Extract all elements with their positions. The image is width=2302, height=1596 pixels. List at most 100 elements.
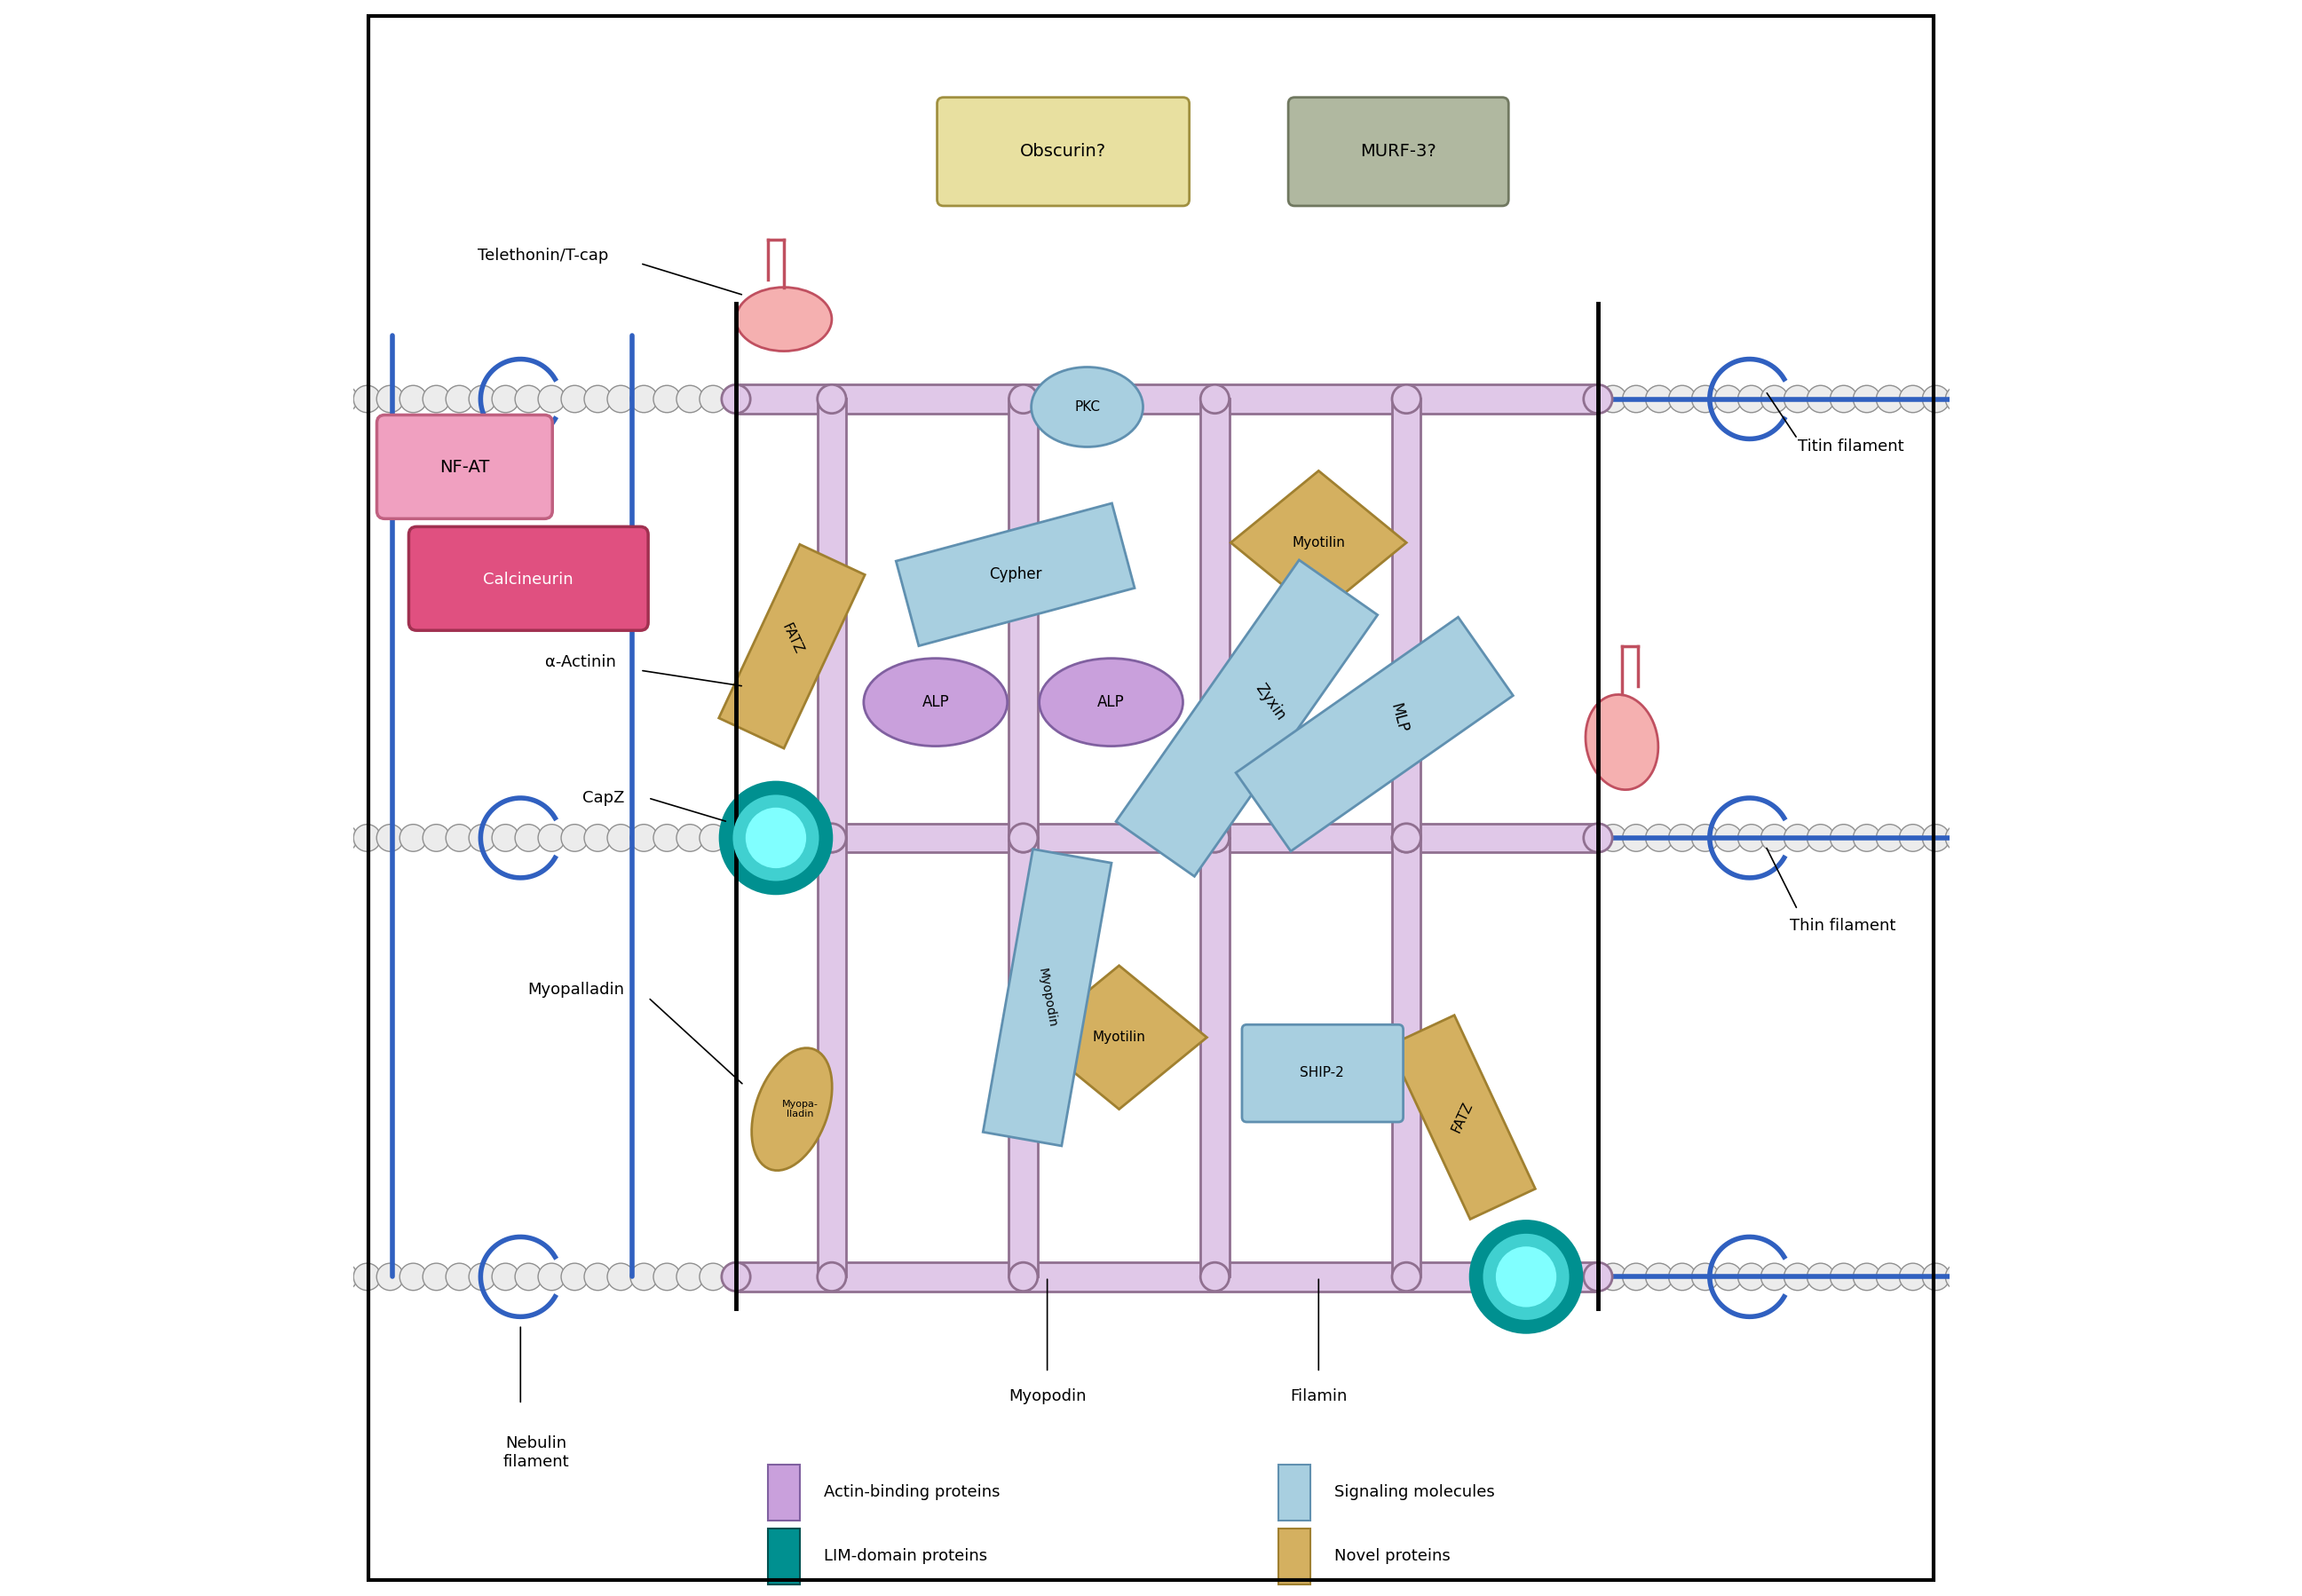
Circle shape — [1482, 824, 1510, 852]
Text: Nebulin
filament: Nebulin filament — [504, 1435, 569, 1470]
Circle shape — [1413, 824, 1441, 852]
Circle shape — [769, 386, 796, 412]
Circle shape — [1577, 1264, 1602, 1290]
Text: Cypher: Cypher — [990, 567, 1043, 583]
Circle shape — [447, 386, 472, 412]
Bar — [1278, 1529, 1310, 1583]
Circle shape — [1600, 824, 1628, 852]
Circle shape — [1738, 386, 1766, 412]
Ellipse shape — [1031, 367, 1144, 447]
Circle shape — [700, 386, 727, 412]
Circle shape — [1321, 386, 1349, 412]
Circle shape — [1022, 386, 1050, 412]
Circle shape — [1160, 1264, 1188, 1290]
Bar — [1199, 838, 1229, 1277]
Circle shape — [1968, 386, 1996, 412]
Circle shape — [1922, 1264, 1950, 1290]
Circle shape — [1584, 1262, 1611, 1291]
Circle shape — [723, 386, 750, 412]
Circle shape — [732, 795, 820, 881]
Circle shape — [1390, 1264, 1418, 1290]
Text: FATZ: FATZ — [778, 621, 806, 656]
Text: ALP: ALP — [921, 694, 948, 710]
Circle shape — [838, 1264, 866, 1290]
Circle shape — [861, 1264, 889, 1290]
Circle shape — [1784, 386, 1812, 412]
FancyBboxPatch shape — [1243, 1025, 1404, 1122]
Circle shape — [861, 386, 889, 412]
Circle shape — [976, 1264, 1004, 1290]
Circle shape — [1531, 824, 1556, 852]
Circle shape — [1229, 1264, 1257, 1290]
Circle shape — [1692, 1264, 1720, 1290]
Ellipse shape — [1586, 694, 1657, 790]
Circle shape — [1091, 1264, 1119, 1290]
Text: Myotilin: Myotilin — [1291, 536, 1344, 549]
FancyBboxPatch shape — [1289, 97, 1508, 206]
Circle shape — [1968, 824, 1996, 852]
Bar — [737, 1262, 1598, 1291]
Circle shape — [1436, 1264, 1464, 1290]
Text: Myotilin: Myotilin — [1093, 1031, 1146, 1044]
Circle shape — [1807, 386, 1835, 412]
Circle shape — [1506, 386, 1533, 412]
Circle shape — [817, 824, 847, 852]
Circle shape — [1022, 824, 1050, 852]
Circle shape — [1252, 1264, 1280, 1290]
Circle shape — [1646, 1264, 1674, 1290]
Circle shape — [608, 824, 635, 852]
Circle shape — [723, 1264, 750, 1290]
Bar — [1393, 838, 1420, 1277]
Circle shape — [1506, 1264, 1533, 1290]
Circle shape — [769, 824, 796, 852]
Circle shape — [539, 386, 566, 412]
Circle shape — [1252, 824, 1280, 852]
Circle shape — [1298, 386, 1326, 412]
Circle shape — [1091, 824, 1119, 852]
Text: LIM-domain proteins: LIM-domain proteins — [824, 1548, 988, 1564]
Circle shape — [746, 808, 806, 868]
Circle shape — [1436, 824, 1464, 852]
Circle shape — [1344, 386, 1372, 412]
Circle shape — [1715, 386, 1743, 412]
Circle shape — [1137, 824, 1165, 852]
Ellipse shape — [737, 287, 831, 351]
Circle shape — [1853, 1264, 1881, 1290]
Polygon shape — [983, 849, 1112, 1146]
Circle shape — [308, 824, 334, 852]
Polygon shape — [1388, 1015, 1535, 1219]
Circle shape — [1600, 386, 1628, 412]
Bar — [1199, 399, 1229, 838]
Circle shape — [930, 824, 958, 852]
Circle shape — [516, 824, 543, 852]
Circle shape — [1899, 824, 1927, 852]
Circle shape — [746, 1264, 773, 1290]
Circle shape — [654, 1264, 681, 1290]
Circle shape — [1199, 385, 1229, 413]
Circle shape — [1393, 824, 1420, 852]
Circle shape — [1496, 1246, 1556, 1307]
Text: MLP: MLP — [1386, 702, 1411, 734]
Circle shape — [1114, 1264, 1142, 1290]
Circle shape — [1715, 824, 1743, 852]
Circle shape — [308, 1264, 334, 1290]
Circle shape — [1554, 1264, 1579, 1290]
Circle shape — [1393, 824, 1420, 852]
Text: Telethonin/T-cap: Telethonin/T-cap — [477, 247, 608, 263]
Text: Myopodin: Myopodin — [1036, 967, 1059, 1028]
Circle shape — [1584, 824, 1611, 852]
Circle shape — [1945, 386, 1973, 412]
Circle shape — [1692, 824, 1720, 852]
Polygon shape — [895, 503, 1135, 646]
Circle shape — [1160, 386, 1188, 412]
Circle shape — [493, 824, 518, 852]
Circle shape — [930, 386, 958, 412]
Circle shape — [930, 1264, 958, 1290]
Circle shape — [562, 1264, 589, 1290]
Circle shape — [1459, 824, 1487, 852]
Circle shape — [700, 824, 727, 852]
Circle shape — [999, 1264, 1027, 1290]
Circle shape — [1623, 386, 1651, 412]
Circle shape — [1206, 824, 1234, 852]
Circle shape — [746, 824, 773, 852]
